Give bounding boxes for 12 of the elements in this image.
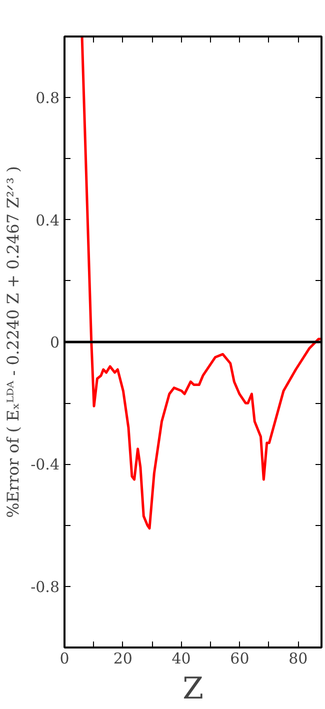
x-tick-label: 40 <box>172 650 191 668</box>
x-tick-label: 60 <box>230 650 250 668</box>
line-series <box>80 36 322 530</box>
x-tick-label: 20 <box>113 650 132 668</box>
y-tick-label: 0.8 <box>36 89 60 108</box>
x-tick-label: 80 <box>288 650 308 668</box>
y-tick-label: -0.4 <box>30 456 60 474</box>
x-axis-title: Z <box>182 672 204 706</box>
y-tick-label: -0.8 <box>30 578 60 596</box>
y-tick-label: 0 <box>50 334 60 352</box>
y-tick-label: 0.4 <box>36 211 60 230</box>
y-axis-title: %Error of ( Eₓᴸᴰᴬ - 0.2240 Z + 0.2467 Z²ᐟ³ ) <box>4 166 23 518</box>
